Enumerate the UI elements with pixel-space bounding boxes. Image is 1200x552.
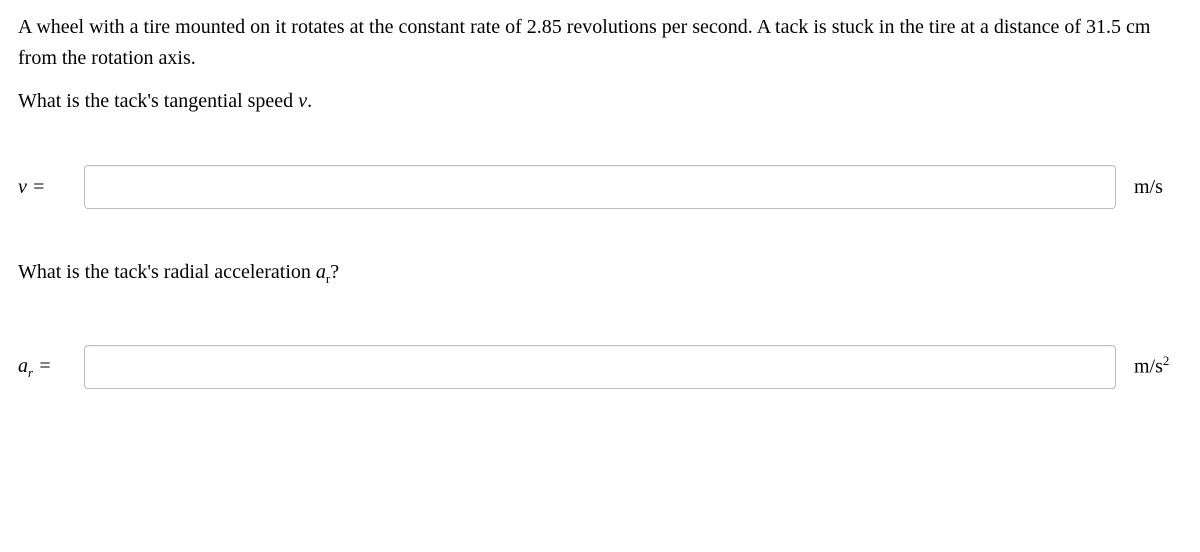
answer-row-ar: ar = m/s2 — [18, 345, 1182, 389]
question-1: What is the tack's tangential speed v. — [18, 86, 1182, 117]
label-v: v = — [18, 172, 66, 203]
label-ar-eq: = — [33, 355, 52, 377]
q2-suffix: ? — [330, 261, 339, 283]
unit-v: m/s — [1134, 172, 1182, 203]
question-2: What is the tack's radial acceleration a… — [18, 257, 1182, 289]
q1-prefix: What is the tack's tangential speed — [18, 90, 298, 112]
answer-row-v: v = m/s — [18, 165, 1182, 209]
q1-symbol: v — [298, 90, 307, 112]
unit-ar-exp: 2 — [1163, 353, 1170, 368]
label-v-symbol: v — [18, 176, 27, 198]
q2-symbol: a — [316, 261, 326, 283]
unit-ar: m/s2 — [1134, 351, 1182, 383]
label-ar-symbol: a — [18, 355, 28, 377]
input-v[interactable] — [84, 165, 1116, 209]
problem-intro: A wheel with a tire mounted on it rotate… — [18, 12, 1182, 74]
q2-prefix: What is the tack's radial acceleration — [18, 261, 316, 283]
q1-suffix: . — [307, 90, 312, 112]
label-v-eq: = — [27, 176, 46, 198]
input-ar[interactable] — [84, 345, 1116, 389]
label-ar: ar = — [18, 351, 66, 383]
unit-ar-base: m/s — [1134, 356, 1163, 378]
